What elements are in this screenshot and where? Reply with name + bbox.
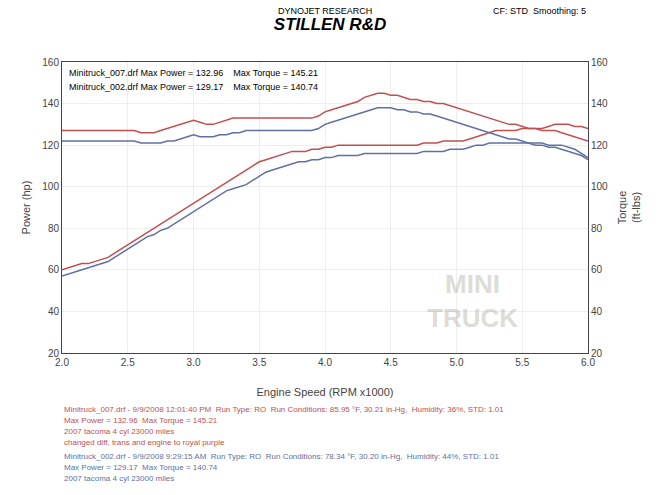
svg-text:140: 140	[42, 98, 59, 109]
svg-text:2007 tacoma 4 cyl 23000 miles: 2007 tacoma 4 cyl 23000 miles	[64, 427, 174, 436]
svg-text:4.0: 4.0	[318, 357, 332, 368]
svg-text:3.0: 3.0	[187, 357, 201, 368]
svg-text:Engine Speed (RPM x1000): Engine Speed (RPM x1000)	[257, 386, 394, 398]
svg-text:20: 20	[591, 348, 603, 359]
svg-text:160: 160	[42, 57, 59, 68]
svg-text:Power (hp): Power (hp)	[20, 181, 32, 235]
svg-text:80: 80	[48, 223, 60, 234]
svg-text:60: 60	[48, 264, 60, 275]
svg-text:100: 100	[42, 181, 59, 192]
svg-text:2007 tacoma 4 cyl 23000 miles: 2007 tacoma 4 cyl 23000 miles	[64, 474, 174, 483]
svg-text:2.0: 2.0	[55, 357, 69, 368]
svg-text:STILLEN R&D: STILLEN R&D	[274, 15, 386, 34]
svg-text:CF: STD Smoothing: 5: CF: STD Smoothing: 5	[493, 6, 586, 16]
svg-text:120: 120	[591, 140, 608, 151]
svg-text:60: 60	[591, 264, 603, 275]
svg-text:40: 40	[48, 306, 60, 317]
svg-text:80: 80	[591, 223, 603, 234]
svg-text:5.5: 5.5	[515, 357, 529, 368]
svg-text:6.0: 6.0	[581, 357, 595, 368]
svg-text:5.0: 5.0	[450, 357, 464, 368]
svg-text:Minitruck_002.drf - 9/9/2008 9: Minitruck_002.drf - 9/9/2008 9:29:15 AM …	[64, 452, 499, 461]
svg-text:3.5: 3.5	[252, 357, 266, 368]
svg-text:160: 160	[591, 57, 608, 68]
svg-text:Minitruck_002.drf Max Power =: Minitruck_002.drf Max Power = 129.17 Max…	[69, 82, 318, 92]
svg-text:Minitruck_007.drf - 9/9/2008 1: Minitruck_007.drf - 9/9/2008 12:01:40 PM…	[64, 405, 504, 414]
svg-text:Minitruck_007.drf Max Power =: Minitruck_007.drf Max Power = 132.96 Max…	[69, 68, 318, 78]
svg-text:40: 40	[591, 306, 603, 317]
svg-text:4.5: 4.5	[384, 357, 398, 368]
svg-text:MINITRUCK: MINITRUCK	[427, 269, 518, 333]
svg-text:DYNOJET RESEARCH: DYNOJET RESEARCH	[278, 6, 372, 16]
svg-text:120: 120	[42, 140, 59, 151]
svg-text:20: 20	[48, 348, 60, 359]
svg-text:changed diff, trans and engine: changed diff, trans and engine to royal …	[64, 438, 225, 447]
svg-text:Max Power = 132.96 Max Torque: Max Power = 132.96 Max Torque = 145.21	[64, 416, 218, 425]
svg-text:140: 140	[591, 98, 608, 109]
svg-text:Torque(ft-lbs): Torque(ft-lbs)	[616, 191, 642, 225]
svg-text:Max Power = 129.17 Max Torque: Max Power = 129.17 Max Torque = 140.74	[64, 463, 218, 472]
svg-text:100: 100	[591, 181, 608, 192]
svg-text:2.5: 2.5	[121, 357, 135, 368]
